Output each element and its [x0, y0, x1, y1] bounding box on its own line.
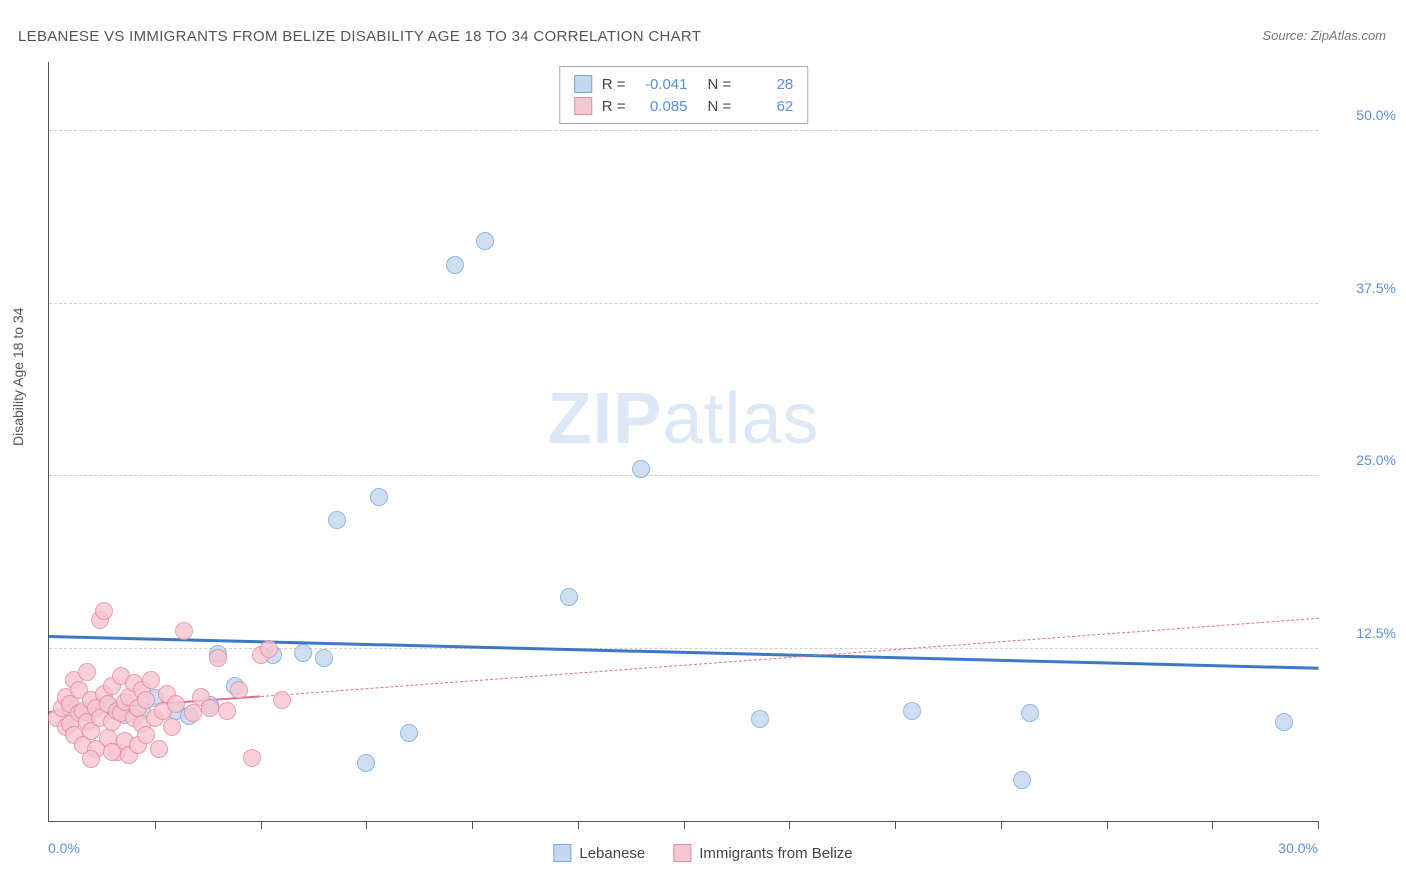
plot-area: ZIPatlas R =-0.041N =28R =0.085N =62 12.… [48, 62, 1318, 822]
stat-n-label: N = [708, 76, 732, 93]
x-tick [366, 821, 367, 829]
x-axis-min-label: 0.0% [48, 840, 80, 856]
stat-r-value: 0.085 [636, 98, 688, 115]
scatter-point [82, 750, 100, 768]
scatter-point [328, 511, 346, 529]
grid-line [49, 475, 1318, 476]
y-tick-label: 37.5% [1356, 280, 1396, 296]
scatter-point [201, 699, 219, 717]
legend-label: Immigrants from Belize [699, 845, 852, 862]
legend-swatch [673, 844, 691, 862]
scatter-point [103, 743, 121, 761]
stat-n-value: 62 [741, 98, 793, 115]
scatter-point [137, 691, 155, 709]
scatter-point [230, 681, 248, 699]
scatter-point [78, 663, 96, 681]
scatter-point [167, 695, 185, 713]
watermark-light: atlas [662, 379, 819, 459]
legend-stats-row: R = -0.041 N = 28 [574, 73, 794, 95]
scatter-point [1021, 704, 1039, 722]
x-tick [155, 821, 156, 829]
stat-n-value: 28 [741, 76, 793, 93]
legend-label: Lebanese [579, 845, 645, 862]
scatter-point [218, 702, 236, 720]
x-tick [895, 821, 896, 829]
scatter-point [1013, 771, 1031, 789]
x-tick [1212, 821, 1213, 829]
scatter-point [1275, 713, 1293, 731]
legend-stats-row: R = 0.085 N = 62 [574, 95, 794, 117]
scatter-point [142, 671, 160, 689]
scatter-point [903, 702, 921, 720]
x-axis-max-label: 30.0% [1278, 840, 1318, 856]
scatter-point [150, 740, 168, 758]
stat-r-label: R = [602, 98, 626, 115]
scatter-point [632, 460, 650, 478]
y-tick-label: 12.5% [1356, 625, 1396, 641]
scatter-point [400, 724, 418, 742]
legend-item: Lebanese [553, 844, 645, 862]
chart-title: LEBANESE VS IMMIGRANTS FROM BELIZE DISAB… [18, 28, 701, 45]
scatter-point [357, 754, 375, 772]
scatter-point [260, 640, 278, 658]
stat-r-value: -0.041 [636, 76, 688, 93]
grid-line [49, 648, 1318, 649]
trend-line-dashed [261, 617, 1319, 696]
legend-swatch [574, 97, 592, 115]
scatter-point [163, 718, 181, 736]
scatter-point [273, 691, 291, 709]
scatter-point [370, 488, 388, 506]
scatter-point [751, 710, 769, 728]
scatter-point [175, 622, 193, 640]
scatter-point [476, 232, 494, 250]
stat-n-label: N = [708, 98, 732, 115]
bottom-legend: Lebanese Immigrants from Belize [553, 844, 852, 862]
legend-item: Immigrants from Belize [673, 844, 852, 862]
scatter-point [560, 588, 578, 606]
stat-r-label: R = [602, 76, 626, 93]
scatter-point [209, 649, 227, 667]
chart-container: LEBANESE VS IMMIGRANTS FROM BELIZE DISAB… [0, 0, 1406, 892]
legend-swatch [574, 75, 592, 93]
watermark-bold: ZIP [547, 379, 662, 459]
scatter-point [446, 256, 464, 274]
y-tick-label: 50.0% [1356, 107, 1396, 123]
source-attribution: Source: ZipAtlas.com [1262, 28, 1386, 43]
scatter-point [184, 704, 202, 722]
y-axis-label: Disability Age 18 to 34 [10, 307, 26, 446]
x-tick [1318, 821, 1319, 829]
watermark: ZIPatlas [547, 378, 819, 460]
x-tick [261, 821, 262, 829]
scatter-point [315, 649, 333, 667]
x-tick [684, 821, 685, 829]
grid-line [49, 130, 1318, 131]
x-tick [578, 821, 579, 829]
grid-line [49, 303, 1318, 304]
x-tick [1001, 821, 1002, 829]
y-tick-label: 25.0% [1356, 452, 1396, 468]
legend-swatch [553, 844, 571, 862]
scatter-point [294, 644, 312, 662]
x-tick [1107, 821, 1108, 829]
x-tick [472, 821, 473, 829]
scatter-point [95, 602, 113, 620]
scatter-point [243, 749, 261, 767]
x-tick [789, 821, 790, 829]
legend-stats-box: R = -0.041 N = 28 R = 0.085 N = 62 [559, 66, 809, 124]
